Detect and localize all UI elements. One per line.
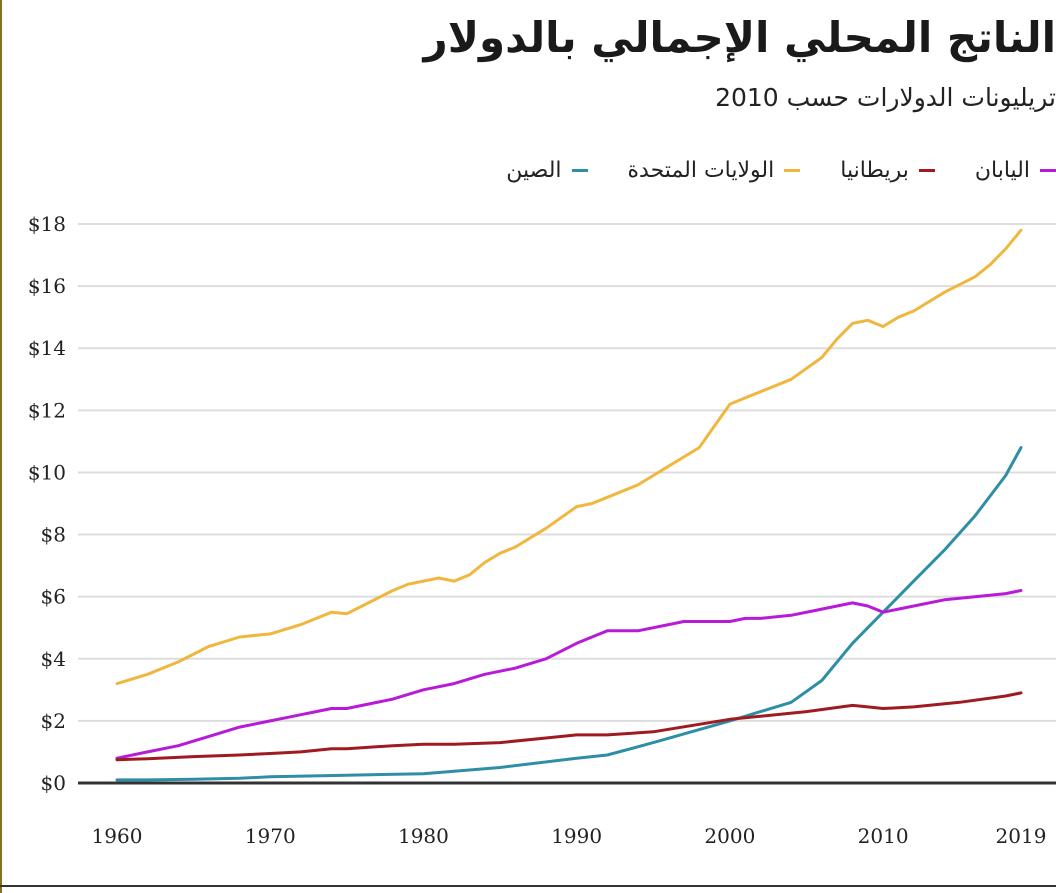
legend-swatch-uk bbox=[918, 168, 935, 172]
y-tick-label: $16 bbox=[28, 274, 66, 298]
x-tick-label: 1960 bbox=[92, 824, 143, 848]
y-tick-label: $0 bbox=[41, 771, 66, 795]
legend-swatch-china bbox=[571, 168, 588, 172]
legend-label-japan: اليابان bbox=[974, 157, 1030, 183]
series-line-japan bbox=[115, 589, 1023, 760]
y-tick-label: $12 bbox=[28, 398, 66, 422]
series-line-usa bbox=[115, 228, 1023, 686]
y-tick-label: $18 bbox=[28, 212, 66, 236]
x-tick-label: 2019 bbox=[996, 824, 1047, 848]
legend-item-uk: بريطانيا bbox=[840, 158, 935, 183]
legend-swatch-japan bbox=[1040, 168, 1056, 172]
grid-lines bbox=[78, 223, 1056, 722]
series-line-uk bbox=[115, 691, 1023, 762]
legend-swatch-usa bbox=[784, 168, 801, 172]
legend-label-uk: بريطانيا bbox=[840, 157, 909, 183]
legend-item-usa: الولايات المتحدة bbox=[628, 158, 801, 183]
chart-title: الناتج المحلي الإجمالي بالدولار bbox=[423, 13, 1056, 62]
y-tick-label: $2 bbox=[41, 709, 66, 733]
legend: اليابان بريطانيا الولايات المتحدة الصين bbox=[466, 150, 1056, 190]
legend-label-china: الصين bbox=[506, 157, 562, 183]
y-tick-label: $10 bbox=[28, 460, 66, 484]
frame-bottom-border bbox=[0, 885, 1056, 887]
legend-label-usa: الولايات المتحدة bbox=[627, 157, 775, 183]
legend-item-china: الصين bbox=[506, 157, 588, 183]
frame-left-border bbox=[0, 0, 2, 893]
chart-subtitle: تريليونات الدولارات حسب 2010 bbox=[715, 83, 1056, 112]
x-tick-label: 2000 bbox=[704, 824, 755, 848]
y-axis-ticks: $0 $2 $4 $6 $8 $10 $12 $14 $16 $18 bbox=[28, 212, 66, 795]
y-tick-label: $6 bbox=[41, 585, 66, 609]
x-tick-label: 1980 bbox=[398, 824, 449, 848]
y-tick-label: $8 bbox=[41, 523, 66, 547]
y-tick-label: $4 bbox=[41, 647, 66, 671]
y-tick-label: $14 bbox=[28, 336, 66, 360]
x-axis-ticks: 1960 1970 1980 1990 2000 2010 2019 bbox=[92, 824, 1047, 848]
series-line-china bbox=[115, 446, 1023, 782]
series-lines bbox=[115, 228, 1023, 782]
x-tick-label: 1970 bbox=[245, 824, 296, 848]
x-tick-label: 1990 bbox=[551, 824, 602, 848]
x-tick-label: 2010 bbox=[858, 824, 909, 848]
legend-item-japan: اليابان bbox=[975, 158, 1056, 183]
